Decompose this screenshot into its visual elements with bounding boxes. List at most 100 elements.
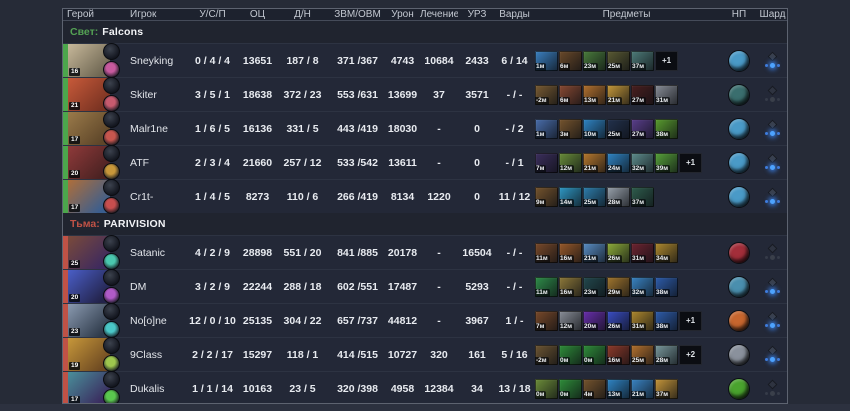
backpack-count[interactable]: +1 [655, 50, 678, 71]
player-name[interactable]: No[o]ne [130, 314, 167, 327]
item-icon[interactable]: 1м [535, 50, 558, 71]
neutral-item-icon[interactable] [728, 49, 750, 72]
neutral-item-icon[interactable] [728, 309, 750, 332]
item-icon[interactable]: 29м [607, 276, 630, 297]
player-row[interactable]: 17 Cr1t- 1 / 4 / 5 8273 110 / 6 266 /419 8134 1… [63, 179, 787, 214]
neutral-item-icon[interactable] [728, 83, 750, 106]
item-icon[interactable]: 23м [583, 276, 606, 297]
team-name[interactable]: Falcons [102, 26, 144, 38]
item-icon[interactable]: 21м [631, 378, 654, 399]
item-icon[interactable]: 12м [559, 152, 582, 173]
item-icon[interactable]: 21м [583, 242, 606, 263]
item-icon[interactable]: 11м [535, 276, 558, 297]
item-icon[interactable]: 37м [631, 50, 654, 71]
item-icon[interactable]: 38м [655, 276, 678, 297]
item-icon[interactable]: 3м [559, 118, 582, 139]
item-icon[interactable]: 25м [631, 344, 654, 365]
item-icon[interactable]: 31м [631, 242, 654, 263]
item-icon[interactable]: 39м [655, 152, 678, 173]
item-icon[interactable]: 25м [607, 118, 630, 139]
backpack-count[interactable]: +2 [679, 344, 702, 365]
item-icon[interactable]: 0м [535, 378, 558, 399]
player-name[interactable]: Malr1ne [130, 122, 168, 135]
item-icon[interactable]: 32м [631, 152, 654, 173]
bottom-scrollbar-track[interactable] [0, 404, 850, 411]
item-icon[interactable]: 14м [559, 186, 582, 207]
player-row[interactable]: 20 ATF 2 / 3 / 4 21660 257 / 12 533 /542 13611… [63, 145, 787, 180]
item-icon[interactable]: 21м [583, 152, 606, 173]
player-name[interactable]: Satanic [130, 246, 166, 259]
item-icon[interactable]: 27м [631, 84, 654, 105]
item-icon[interactable]: 28м [655, 344, 678, 365]
item-icon[interactable]: 16м [607, 344, 630, 365]
item-icon[interactable]: 26м [607, 242, 630, 263]
item-icon[interactable]: -2м [535, 84, 558, 105]
stat-lasthits-denies: 288 / 18 [283, 280, 322, 293]
player-name[interactable]: Dukalis [130, 382, 165, 395]
item-icon[interactable]: 10м [583, 118, 606, 139]
neutral-item-icon[interactable] [728, 275, 750, 298]
item-icon[interactable]: 0м [559, 344, 582, 365]
item-icon[interactable]: 13м [583, 84, 606, 105]
item-purchase-time: 6м [559, 96, 571, 105]
item-icon[interactable]: 34м [655, 242, 678, 263]
player-row[interactable]: 20 DM 3 / 2 / 9 22244 288 / 18 602 /551 17487 -… [63, 269, 787, 304]
neutral-item-icon[interactable] [728, 151, 750, 174]
item-icon[interactable]: 0м [559, 378, 582, 399]
item-icon[interactable]: 25м [607, 50, 630, 71]
item-icon[interactable]: -2м [535, 344, 558, 365]
item-purchase-time: 11м [535, 288, 550, 297]
player-row[interactable]: 21 Skiter 3 / 5 / 1 18638 372 / 23 553 /631 13… [63, 77, 787, 112]
neutral-item-icon[interactable] [728, 241, 750, 264]
item-icon[interactable]: 1м [535, 118, 558, 139]
player-row[interactable]: 19 9Class 2 / 2 / 17 15297 118 / 1 414 /515 10… [63, 337, 787, 372]
item-icon[interactable]: 11м [535, 242, 558, 263]
item-icon[interactable]: 13м [607, 378, 630, 399]
player-name[interactable]: ATF [130, 156, 150, 169]
item-icon[interactable]: 38м [655, 118, 678, 139]
player-name[interactable]: 9Class [130, 348, 163, 361]
player-name[interactable]: Cr1t- [130, 190, 154, 203]
neutral-item-icon[interactable] [728, 343, 750, 366]
item-icon[interactable]: 21м [607, 84, 630, 105]
player-name[interactable]: DM [130, 280, 147, 293]
item-icon[interactable]: 7м [535, 152, 558, 173]
team-name[interactable]: PARIVISION [103, 218, 166, 230]
player-row[interactable]: 23 No[o]ne 12 / 0 / 10 25135 304 / 22 657 /73… [63, 303, 787, 338]
item-icon[interactable]: 20м [583, 310, 606, 331]
item-icon[interactable]: 32м [631, 276, 654, 297]
player-row[interactable]: 17 Dukalis 1 / 1 / 14 10163 23 / 5 320 /398 49… [63, 371, 787, 403]
item-icon[interactable]: 28м [607, 186, 630, 207]
player-name[interactable]: Sneyking [130, 54, 174, 67]
neutral-item-icon[interactable] [728, 377, 750, 400]
backpack-count[interactable]: +1 [679, 152, 702, 173]
item-icon[interactable]: 37м [631, 186, 654, 207]
item-icon[interactable]: 4м [583, 378, 606, 399]
item-icon[interactable]: 31м [631, 310, 654, 331]
player-row[interactable]: 16 Sneyking 0 / 4 / 4 13651 187 / 8 371 /367 4… [63, 43, 787, 78]
item-icon[interactable]: 16м [559, 276, 582, 297]
backpack-count[interactable]: +1 [679, 310, 702, 331]
item-icon[interactable]: 37м [655, 378, 678, 399]
stat-lasthits-denies: 331 / 5 [286, 122, 319, 135]
neutral-item-icon[interactable] [728, 185, 750, 208]
item-icon[interactable]: 26м [607, 310, 630, 331]
item-icon[interactable]: 38м [655, 310, 678, 331]
item-purchase-time: 16м [559, 254, 575, 263]
item-icon[interactable]: 23м [583, 50, 606, 71]
player-row[interactable]: 25 Satanic 4 / 2 / 9 28898 551 / 20 841 /885 2… [63, 235, 787, 270]
item-icon[interactable]: 0м [583, 344, 606, 365]
item-icon[interactable]: 12м [559, 310, 582, 331]
player-row[interactable]: 17 Malr1ne 1 / 6 / 5 16136 331 / 5 443 /419 18… [63, 111, 787, 146]
item-icon[interactable]: 24м [607, 152, 630, 173]
item-icon[interactable]: 6м [559, 84, 582, 105]
item-icon[interactable]: 31м [655, 84, 678, 105]
item-icon[interactable]: 7м [535, 310, 558, 331]
item-icon[interactable]: 9м [535, 186, 558, 207]
item-icon[interactable]: 16м [559, 242, 582, 263]
item-icon[interactable]: 25м [583, 186, 606, 207]
neutral-item-icon[interactable] [728, 117, 750, 140]
item-icon[interactable]: 27м [631, 118, 654, 139]
item-icon[interactable]: 6м [559, 50, 582, 71]
player-name[interactable]: Skiter [130, 88, 157, 101]
